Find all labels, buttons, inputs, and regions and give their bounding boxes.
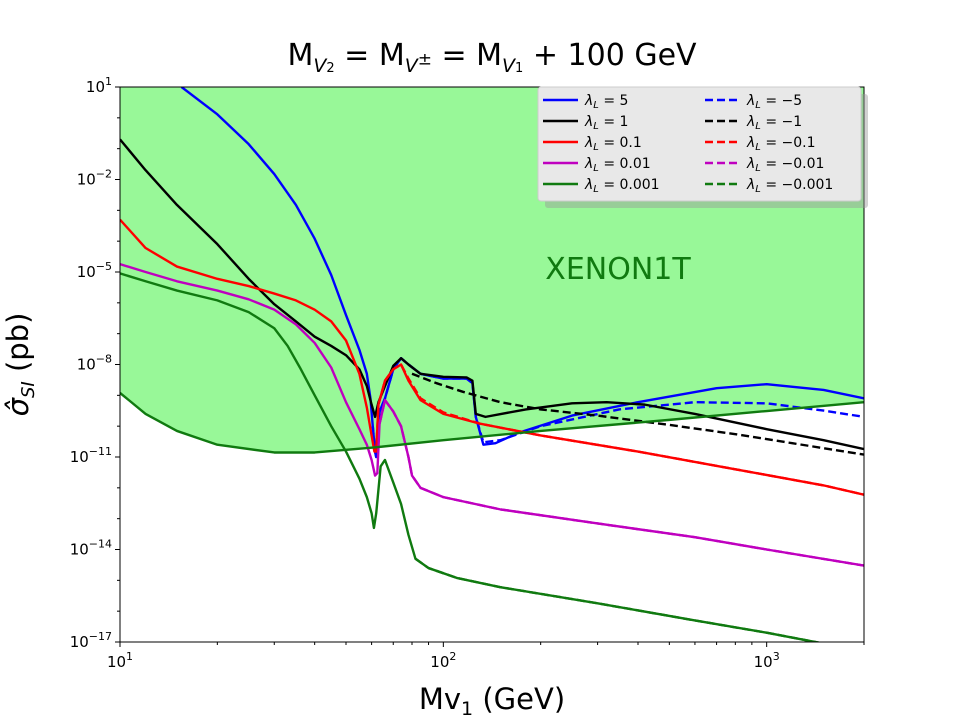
legend-label: λL = −0.01 (746, 156, 824, 174)
series-line-4 (411, 372, 864, 456)
legend: λL = 5 λL = 1 λL = 0.1 λL = 0.01 λL = 0.001 λ… (537, 86, 868, 208)
legend-label: λL = 0.1 (584, 135, 642, 153)
y-tick-label: 10−5 (77, 260, 112, 281)
region-label: XENON1T (545, 252, 691, 287)
series-line-10 (414, 557, 822, 642)
legend-label: λL = −0.1 (746, 135, 816, 153)
chart-title: MV2 = MV± = MV1 + 100 GeV (287, 38, 697, 77)
legend-label: λL = 1 (584, 114, 628, 132)
x-tick-label: 103 (754, 650, 780, 671)
legend-label: λL = −5 (746, 93, 802, 111)
x-tick-label: 102 (430, 650, 456, 671)
legend-box (537, 86, 862, 202)
y-axis-label: σ̂SI (pb) (1, 313, 39, 417)
legend-label: λL = −1 (746, 114, 802, 132)
legend-label: λL = 0.01 (584, 156, 651, 174)
legend-label: λL = −0.001 (746, 177, 833, 195)
series-line-6 (375, 363, 864, 496)
x-axis-label: Mv1 (GeV) (419, 682, 565, 720)
xenon1t-limit-line (120, 391, 864, 454)
y-tick-label: 101 (86, 75, 112, 96)
y-tick-label: 10−17 (70, 630, 112, 651)
legend-label: λL = 5 (584, 93, 628, 111)
series-line-8 (378, 398, 864, 567)
legend-label: λL = 0.001 (584, 177, 660, 195)
y-tick-label: 10−8 (77, 353, 112, 374)
y-tick-label: 10−11 (70, 445, 112, 466)
x-tick-label: 101 (107, 650, 133, 671)
series-line-3 (120, 138, 864, 451)
y-tick-label: 10−14 (70, 538, 112, 559)
y-tick-label: 10−2 (77, 168, 112, 189)
